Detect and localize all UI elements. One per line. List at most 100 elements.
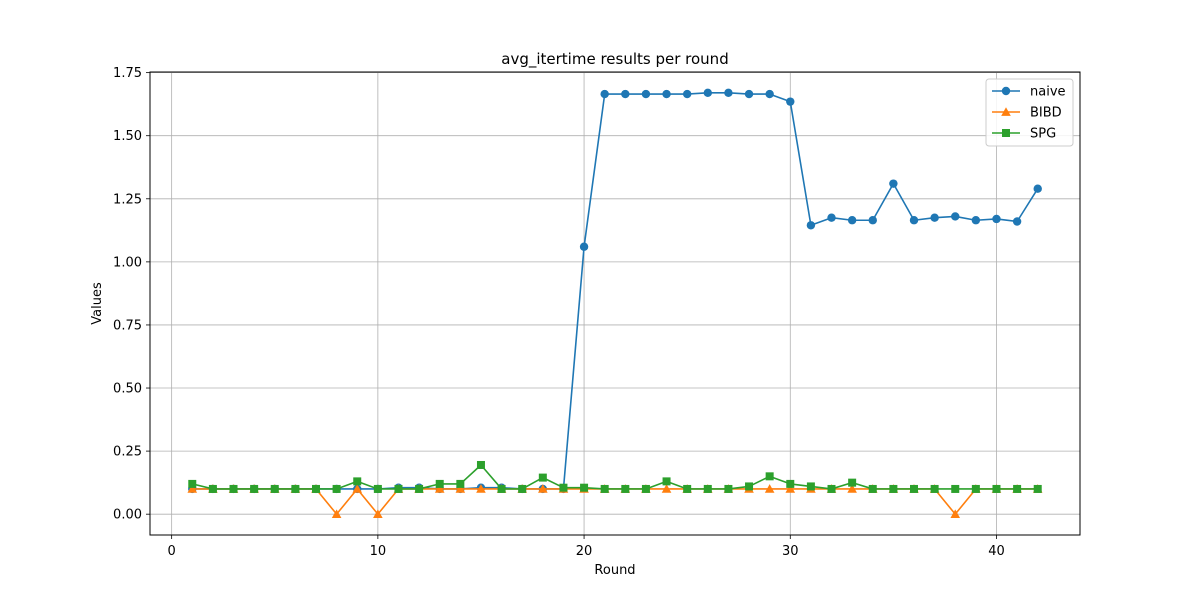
data-point-naive [744, 89, 754, 99]
data-point-SPG [580, 483, 589, 492]
data-point-BIBD [331, 509, 342, 519]
data-point-BIBD [764, 484, 775, 493]
data-point-SPG [868, 484, 877, 493]
data-point-SPG [971, 484, 980, 493]
data-point-SPG [394, 484, 403, 493]
data-point-SPG [353, 477, 362, 486]
x-axis-title: Round [594, 563, 635, 578]
legend-marker-SPG [1002, 129, 1010, 137]
data-point-SPG [683, 484, 692, 493]
data-point-SPG [415, 484, 424, 493]
legend-label: SPG [1030, 127, 1056, 142]
legend-label: BIBD [1030, 106, 1062, 121]
data-point-naive [806, 221, 816, 230]
data-point-naive [1033, 184, 1042, 193]
data-point-SPG [745, 482, 754, 491]
data-point-BIBD [785, 484, 796, 493]
x-tick-label: 40 [988, 544, 1005, 559]
data-point-naive [786, 97, 795, 106]
data-point-naive [992, 214, 1001, 224]
data-point-SPG [724, 484, 733, 493]
data-point-SPG [559, 483, 568, 492]
data-point-SPG [1033, 484, 1042, 493]
data-point-BIBD [847, 484, 857, 493]
data-point-BIBD [538, 484, 548, 493]
legend-marker-BIBD [1001, 107, 1011, 116]
data-point-naive [889, 179, 898, 188]
legend: naive BIBD SPG [985, 78, 1074, 147]
x-tick-label: 30 [782, 544, 799, 559]
data-point-BIBD [661, 484, 672, 493]
data-point-SPG [250, 484, 259, 493]
series-SPG [188, 460, 1042, 493]
data-point-naive [930, 213, 939, 222]
data-point-SPG [188, 479, 197, 488]
data-point-SPG [332, 484, 341, 493]
x-tick-label: 20 [576, 544, 593, 559]
data-point-SPG [311, 484, 320, 493]
data-point-naive [827, 213, 836, 222]
data-point-SPG [518, 484, 527, 493]
legend-marker-naive [1001, 86, 1011, 96]
data-point-naive [951, 212, 960, 221]
axis-ticks: 0 10 20 30 40 0.00 0.25 0.50 0.75 1.00 1.25 1.50 1.7… [113, 66, 1005, 559]
data-point-naive [621, 89, 630, 99]
data-point-SPG [992, 484, 1001, 493]
data-point-SPG [889, 484, 898, 493]
data-point-SPG [827, 484, 836, 493]
data-point-SPG [476, 460, 485, 469]
data-point-naive [765, 89, 774, 99]
data-point-BIBD [950, 509, 961, 519]
data-point-naive [724, 88, 733, 98]
data-point-naive [909, 216, 919, 225]
y-tick-label: 0.00 [113, 508, 142, 523]
data-point-SPG [806, 482, 815, 491]
plot-frame [149, 71, 1081, 536]
chart-title: avg_itertime results per round [501, 50, 728, 69]
legend-label: naive [1030, 85, 1066, 100]
data-point-SPG [270, 484, 279, 493]
y-tick-label: 1.25 [113, 192, 142, 207]
data-point-BIBD [476, 484, 486, 493]
grid [150, 72, 1080, 535]
data-point-SPG [910, 484, 919, 493]
series-group [187, 88, 1043, 519]
y-axis-title: Values [90, 282, 105, 325]
y-tick-label: 1.50 [113, 129, 142, 144]
data-point-SPG [621, 484, 630, 493]
data-point-SPG [848, 478, 857, 487]
data-point-SPG [291, 484, 300, 493]
data-point-SPG [641, 484, 650, 493]
data-point-SPG [951, 484, 960, 493]
data-point-SPG [765, 472, 774, 481]
data-point-naive [600, 89, 609, 99]
data-point-naive [1012, 217, 1022, 226]
data-point-naive [703, 88, 712, 98]
data-point-SPG [435, 479, 444, 488]
data-point-BIBD [455, 484, 466, 493]
data-point-SPG [703, 484, 712, 493]
data-point-naive [971, 216, 981, 225]
data-point-BIBD [434, 484, 445, 493]
data-point-BIBD [373, 509, 383, 519]
y-tick-label: 0.25 [113, 445, 142, 460]
data-point-SPG [600, 484, 609, 493]
data-point-BIBD [352, 484, 363, 493]
data-point-SPG [497, 484, 506, 493]
data-point-SPG [662, 477, 671, 486]
y-tick-label: 0.50 [113, 382, 142, 397]
data-point-naive [682, 89, 692, 99]
data-point-naive [641, 89, 651, 99]
data-point-BIBD [187, 484, 198, 493]
y-tick-label: 1.75 [113, 66, 142, 81]
data-point-naive [662, 89, 671, 99]
data-point-SPG [208, 484, 217, 493]
data-point-naive [579, 242, 589, 251]
data-point-SPG [538, 473, 547, 482]
data-point-SPG [229, 484, 238, 493]
y-tick-label: 0.75 [113, 318, 142, 333]
data-point-SPG [786, 479, 795, 488]
data-point-SPG [456, 479, 465, 488]
data-point-naive [868, 216, 877, 225]
